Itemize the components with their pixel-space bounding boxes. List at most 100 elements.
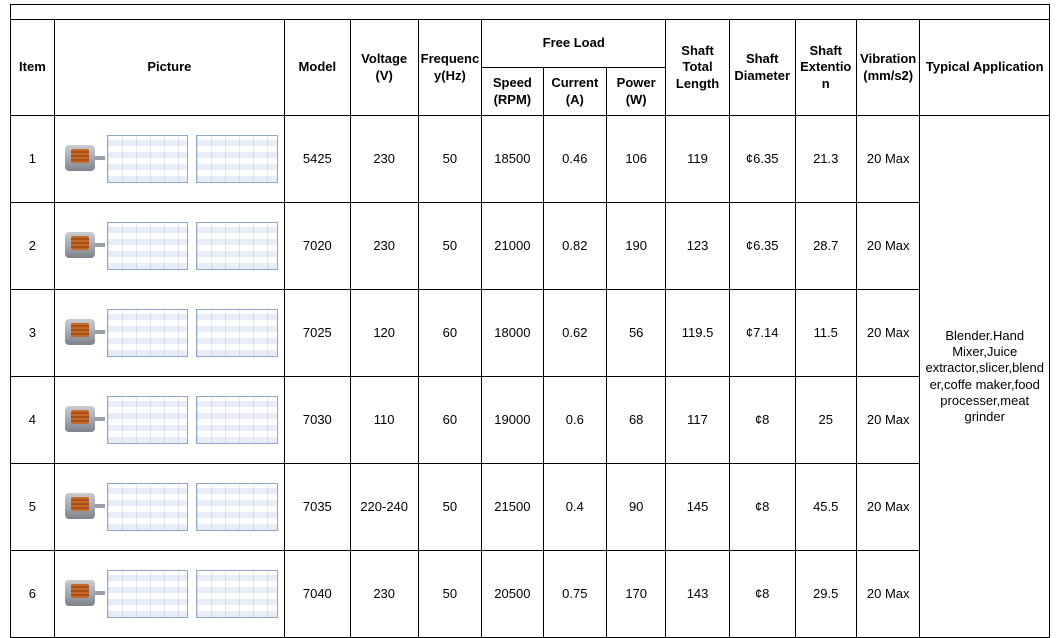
th-frequency: Frequency(Hz) (418, 20, 482, 116)
cell-vibration: 20 Max (856, 377, 920, 464)
cell-shaft-extention: 45.5 (795, 464, 856, 551)
cell-item: 2 (11, 203, 55, 290)
th-item: Item (11, 20, 55, 116)
tech-drawing-icon (196, 396, 278, 444)
cell-item: 3 (11, 290, 55, 377)
cell-current: 0.6 (543, 377, 607, 464)
cell-vibration: 20 Max (856, 551, 920, 638)
cell-shaft-diameter: ¢8 (729, 464, 795, 551)
tech-drawing-icon (107, 483, 189, 531)
cell-power: 106 (607, 116, 666, 203)
picture-cell (54, 203, 284, 290)
blank-top-row (11, 5, 1050, 20)
cell-voltage: 220-240 (350, 464, 418, 551)
picture-cell (54, 377, 284, 464)
cell-item: 5 (11, 464, 55, 551)
cell-shaft-diameter: ¢8 (729, 551, 795, 638)
cell-model: 7035 (284, 464, 350, 551)
th-picture: Picture (54, 20, 284, 116)
cell-frequency: 50 (418, 116, 482, 203)
cell-power: 190 (607, 203, 666, 290)
motor-photo-icon (61, 313, 103, 353)
cell-shaft-total-length: 123 (666, 203, 730, 290)
cell-shaft-total-length: 119.5 (666, 290, 730, 377)
th-speed: Speed (RPM) (482, 68, 543, 116)
cell-speed: 18500 (482, 116, 543, 203)
cell-item: 4 (11, 377, 55, 464)
th-shaft-extention: Shaft Extention (795, 20, 856, 116)
cell-frequency: 50 (418, 203, 482, 290)
tech-drawing-icon (107, 309, 189, 357)
th-voltage: Voltage (V) (350, 20, 418, 116)
cell-model: 7040 (284, 551, 350, 638)
picture-cell (54, 290, 284, 377)
tech-drawing-icon (196, 135, 278, 183)
cell-speed: 21500 (482, 464, 543, 551)
cell-model: 7030 (284, 377, 350, 464)
cell-power: 170 (607, 551, 666, 638)
cell-voltage: 110 (350, 377, 418, 464)
cell-typical-application: Blender.Hand Mixer,Juice extractor,slice… (920, 116, 1050, 638)
cell-speed: 18000 (482, 290, 543, 377)
cell-shaft-extention: 29.5 (795, 551, 856, 638)
cell-shaft-total-length: 145 (666, 464, 730, 551)
cell-shaft-diameter: ¢6.35 (729, 116, 795, 203)
cell-vibration: 20 Max (856, 203, 920, 290)
cell-shaft-extention: 21.3 (795, 116, 856, 203)
th-current: Current (A) (543, 68, 607, 116)
th-power: Power (W) (607, 68, 666, 116)
cell-power: 56 (607, 290, 666, 377)
cell-power: 90 (607, 464, 666, 551)
th-freeload: Free Load (482, 20, 666, 68)
cell-model: 5425 (284, 116, 350, 203)
cell-model: 7020 (284, 203, 350, 290)
cell-speed: 21000 (482, 203, 543, 290)
th-typical-application: Typical Application (920, 20, 1050, 116)
cell-shaft-extention: 25 (795, 377, 856, 464)
cell-vibration: 20 Max (856, 464, 920, 551)
table-row: 3702512060180000.6256119.5¢7.1411.520 Ma… (11, 290, 1050, 377)
tech-drawing-icon (107, 570, 189, 618)
cell-current: 0.46 (543, 116, 607, 203)
cell-shaft-extention: 28.7 (795, 203, 856, 290)
cell-shaft-diameter: ¢7.14 (729, 290, 795, 377)
th-model: Model (284, 20, 350, 116)
cell-item: 6 (11, 551, 55, 638)
motor-photo-icon (61, 400, 103, 440)
cell-shaft-total-length: 143 (666, 551, 730, 638)
tech-drawing-icon (107, 135, 189, 183)
cell-current: 0.4 (543, 464, 607, 551)
cell-frequency: 60 (418, 290, 482, 377)
cell-shaft-extention: 11.5 (795, 290, 856, 377)
cell-frequency: 50 (418, 551, 482, 638)
cell-speed: 19000 (482, 377, 543, 464)
tech-drawing-icon (196, 483, 278, 531)
cell-current: 0.62 (543, 290, 607, 377)
th-shaft-diameter: Shaft Diameter (729, 20, 795, 116)
cell-frequency: 60 (418, 377, 482, 464)
table-row: 5 7035220-24050215000.490145¢845.520 Max (11, 464, 1050, 551)
tech-drawing-icon (196, 309, 278, 357)
cell-voltage: 230 (350, 551, 418, 638)
cell-speed: 20500 (482, 551, 543, 638)
picture-cell (54, 551, 284, 638)
motor-photo-icon (61, 226, 103, 266)
cell-item: 1 (11, 116, 55, 203)
table-row: 6 704023050205000.75170143¢829.520 Max (11, 551, 1050, 638)
cell-voltage: 230 (350, 203, 418, 290)
table-row: 4703011060190000.668117¢82520 Max (11, 377, 1050, 464)
cell-current: 0.75 (543, 551, 607, 638)
cell-frequency: 50 (418, 464, 482, 551)
cell-shaft-total-length: 119 (666, 116, 730, 203)
th-vibration: Vibration(mm/s2) (856, 20, 920, 116)
tech-drawing-icon (196, 570, 278, 618)
cell-voltage: 120 (350, 290, 418, 377)
motor-spec-table: Item Picture Model Voltage (V) Frequency… (10, 4, 1050, 638)
cell-shaft-diameter: ¢6.35 (729, 203, 795, 290)
picture-cell (54, 116, 284, 203)
table-row: 2702023050210000.82190123¢6.3528.720 Max (11, 203, 1050, 290)
tech-drawing-icon (107, 222, 189, 270)
cell-shaft-total-length: 117 (666, 377, 730, 464)
motor-photo-icon (61, 487, 103, 527)
motor-photo-icon (61, 574, 103, 614)
